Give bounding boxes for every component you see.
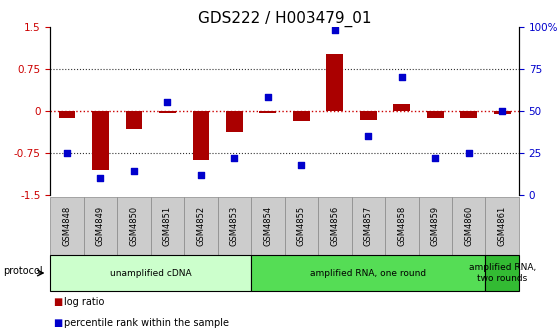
Bar xyxy=(159,111,176,113)
Bar xyxy=(360,111,377,120)
Bar xyxy=(494,111,511,114)
Bar xyxy=(326,54,343,111)
Bar xyxy=(293,111,310,121)
Bar xyxy=(126,111,142,129)
Point xyxy=(297,162,306,167)
Text: GSM4855: GSM4855 xyxy=(297,206,306,246)
Text: GSM4850: GSM4850 xyxy=(129,206,138,246)
Point xyxy=(397,75,406,80)
Point xyxy=(464,150,473,156)
Title: GDS222 / H003479_01: GDS222 / H003479_01 xyxy=(198,11,371,27)
Bar xyxy=(193,111,209,160)
Text: GSM4852: GSM4852 xyxy=(196,206,205,246)
Point xyxy=(96,175,105,181)
Text: GSM4854: GSM4854 xyxy=(263,206,272,246)
Point xyxy=(263,95,272,100)
Bar xyxy=(226,111,243,132)
Text: GSM4857: GSM4857 xyxy=(364,206,373,246)
Text: GSM4851: GSM4851 xyxy=(163,206,172,246)
Text: GSM4849: GSM4849 xyxy=(96,206,105,246)
Point xyxy=(431,155,440,161)
Text: GSM4858: GSM4858 xyxy=(397,206,406,246)
Text: GSM4859: GSM4859 xyxy=(431,206,440,246)
Point xyxy=(230,155,239,161)
Bar xyxy=(92,111,109,170)
Text: amplified RNA,
two rounds: amplified RNA, two rounds xyxy=(469,263,536,283)
Text: log ratio: log ratio xyxy=(64,297,104,307)
Bar xyxy=(460,111,477,118)
Text: unamplified cDNA: unamplified cDNA xyxy=(110,268,191,278)
Point xyxy=(330,28,339,33)
Bar xyxy=(259,111,276,113)
Text: GSM4856: GSM4856 xyxy=(330,206,339,246)
Text: GSM4860: GSM4860 xyxy=(464,206,473,246)
Point xyxy=(62,150,71,156)
Bar xyxy=(59,111,75,118)
Text: ■: ■ xyxy=(53,318,62,328)
Text: GSM4853: GSM4853 xyxy=(230,206,239,246)
Text: GSM4861: GSM4861 xyxy=(498,206,507,246)
Text: percentile rank within the sample: percentile rank within the sample xyxy=(64,318,229,328)
Point xyxy=(364,133,373,139)
Bar xyxy=(427,111,444,118)
Bar xyxy=(393,103,410,111)
Text: protocol: protocol xyxy=(3,266,42,276)
Point xyxy=(163,100,172,105)
Point xyxy=(498,108,507,114)
Point xyxy=(129,169,138,174)
Text: ■: ■ xyxy=(53,297,62,307)
Text: GSM4848: GSM4848 xyxy=(62,206,71,246)
Point xyxy=(196,172,205,177)
Text: amplified RNA, one round: amplified RNA, one round xyxy=(310,268,426,278)
